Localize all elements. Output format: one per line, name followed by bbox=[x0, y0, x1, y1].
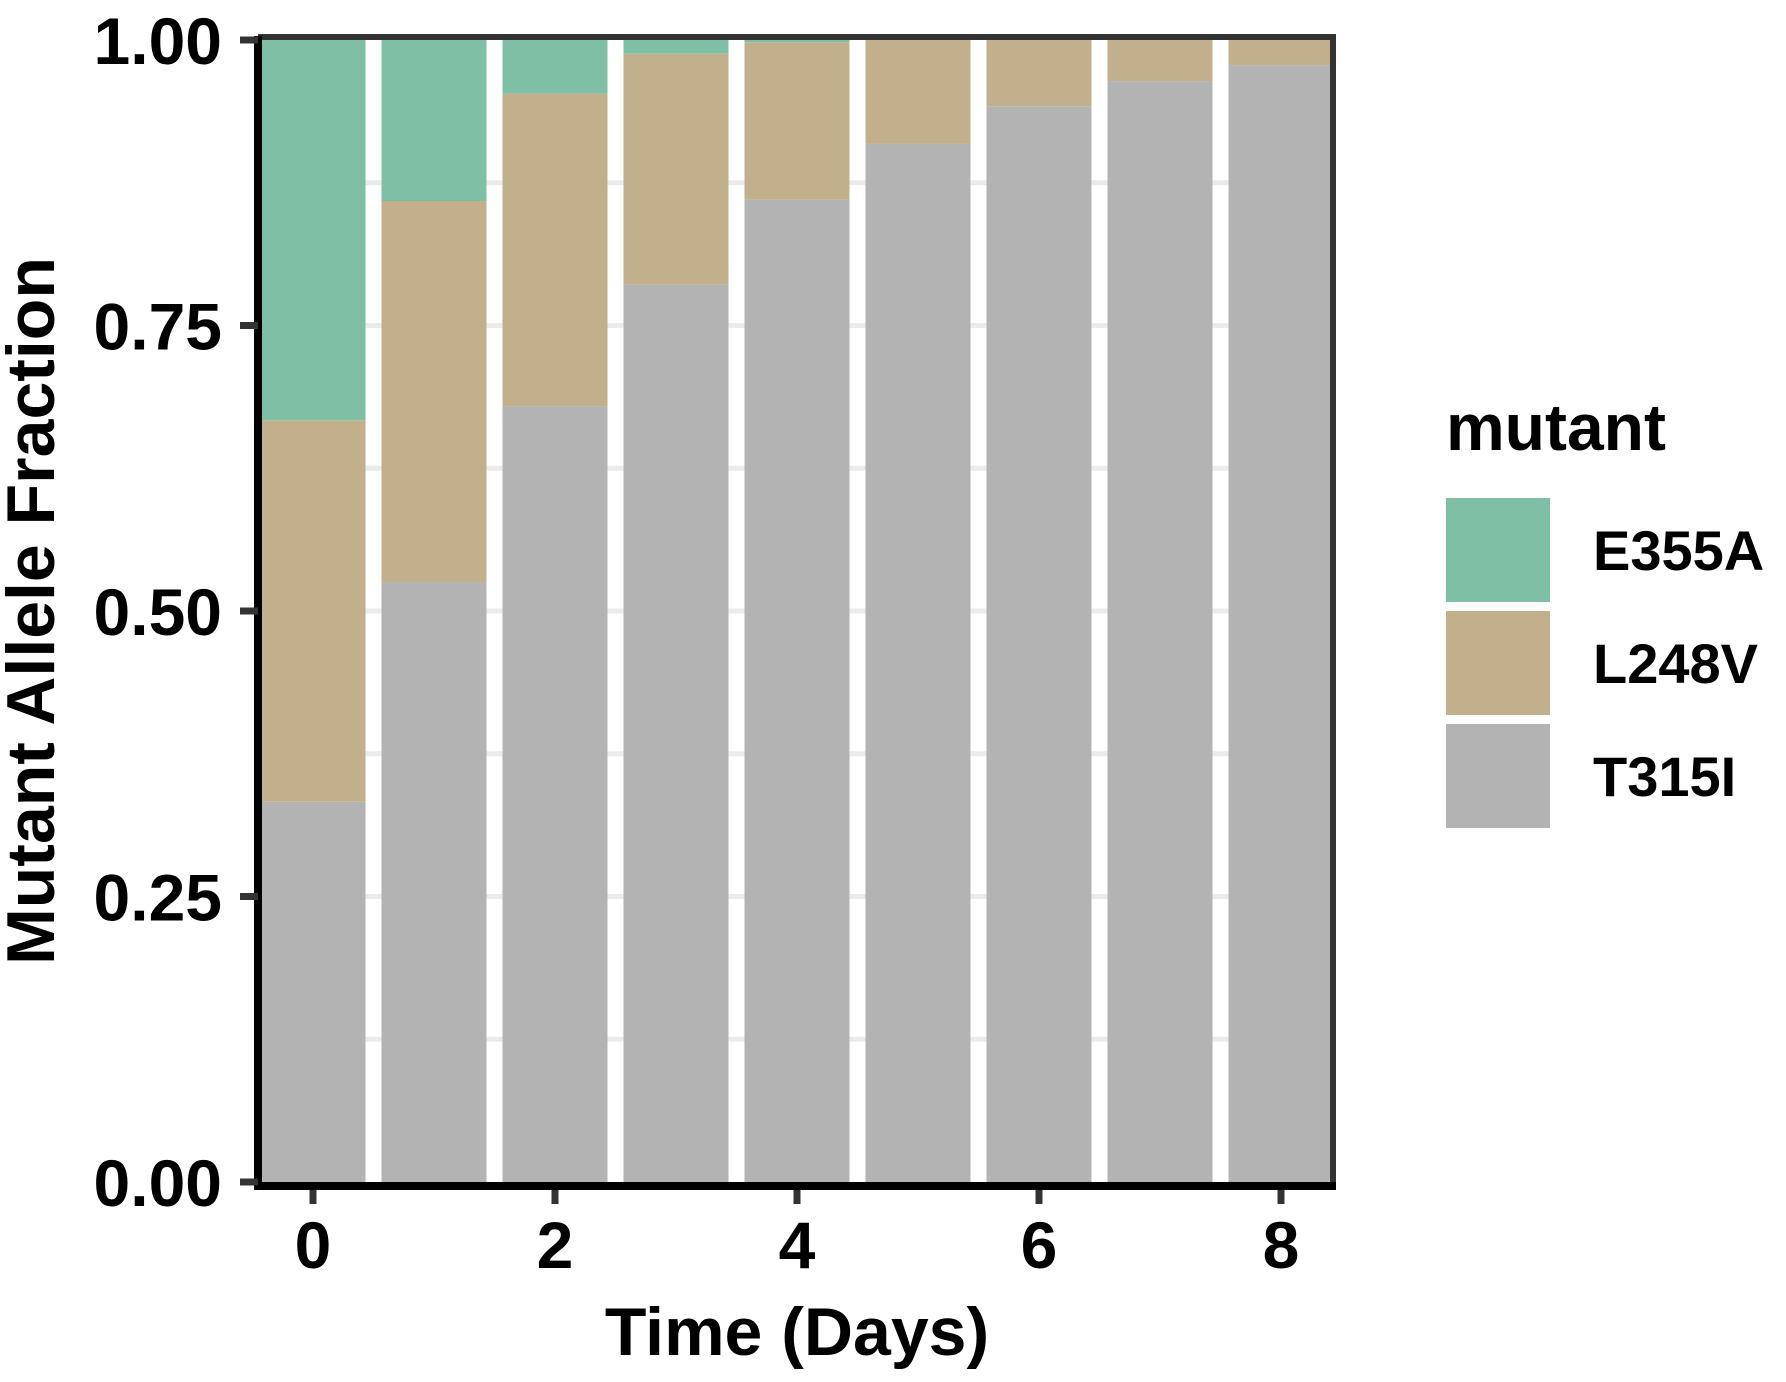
bar-segment-E355A bbox=[623, 40, 729, 54]
y-tick-label: 0.00 bbox=[94, 1146, 222, 1220]
legend-label: E355A bbox=[1593, 519, 1764, 582]
bar-segment-E355A bbox=[502, 40, 608, 94]
bar-segment-L248V bbox=[986, 40, 1092, 107]
bars bbox=[260, 40, 1334, 1183]
x-tick-label: 0 bbox=[295, 1208, 332, 1282]
x-tick-label: 2 bbox=[537, 1208, 574, 1282]
bar-stack-day-6 bbox=[986, 40, 1092, 1183]
y-axis-ticks: 0.00 0.25 0.50 0.75 1.00 bbox=[94, 4, 258, 1220]
x-axis-ticks: 0 2 4 6 8 bbox=[295, 1190, 1300, 1282]
bar-segment-L248V bbox=[865, 40, 971, 144]
bar-segment-E355A bbox=[260, 40, 366, 421]
bar-segment-L248V bbox=[1228, 40, 1334, 66]
bar-stack-day-5 bbox=[865, 40, 971, 1182]
bar-stack-day-8 bbox=[1228, 40, 1334, 1182]
bar-stack-day-0 bbox=[260, 40, 366, 1182]
y-tick-label: 0.25 bbox=[94, 861, 222, 935]
bar-segment-T315I bbox=[744, 199, 850, 1182]
x-tick-label: 6 bbox=[1021, 1208, 1058, 1282]
bar-segment-L248V bbox=[260, 420, 366, 802]
bar-segment-L248V bbox=[623, 53, 729, 285]
legend-item-T315I: T315I bbox=[1446, 724, 1736, 828]
bar-segment-T315I bbox=[381, 582, 487, 1182]
y-tick-label: 1.00 bbox=[94, 4, 222, 78]
legend-item-E355A: E355A bbox=[1446, 498, 1764, 602]
bar-segment-L248V bbox=[1107, 40, 1213, 82]
x-tick-label: 8 bbox=[1263, 1208, 1300, 1282]
y-axis-title: Mutant Allele Fraction bbox=[0, 257, 69, 965]
bar-segment-T315I bbox=[1107, 81, 1213, 1182]
bar-stack-day-1 bbox=[381, 40, 487, 1182]
bar-stack-day-4 bbox=[744, 40, 850, 1182]
bar-segment-T315I bbox=[986, 106, 1092, 1183]
legend-key-swatch bbox=[1446, 498, 1550, 602]
bar-segment-E355A bbox=[744, 40, 850, 43]
bar-segment-L248V bbox=[381, 201, 487, 583]
x-axis-title: Time (Days) bbox=[605, 1294, 989, 1370]
y-tick-label: 0.75 bbox=[94, 290, 222, 364]
bar-segment-T315I bbox=[623, 284, 729, 1182]
bar-stack-day-3 bbox=[623, 40, 729, 1182]
legend-title: mutant bbox=[1446, 390, 1666, 464]
legend: mutant E355A L248V T315I bbox=[1446, 390, 1764, 828]
legend-item-L248V: L248V bbox=[1446, 611, 1758, 715]
bar-segment-T315I bbox=[260, 801, 366, 1182]
legend-label: T315I bbox=[1593, 745, 1736, 808]
bar-segment-T315I bbox=[865, 143, 971, 1182]
bar-segment-T315I bbox=[502, 406, 608, 1182]
bar-segment-L248V bbox=[744, 42, 850, 200]
bar-stack-day-7 bbox=[1107, 40, 1213, 1182]
legend-key-swatch bbox=[1446, 724, 1550, 828]
bar-segment-L248V bbox=[502, 93, 608, 407]
legend-label: L248V bbox=[1593, 632, 1758, 695]
x-tick-label: 4 bbox=[779, 1208, 816, 1282]
legend-key-swatch bbox=[1446, 611, 1550, 715]
bar-segment-T315I bbox=[1228, 65, 1334, 1182]
bar-segment-E355A bbox=[381, 40, 487, 202]
y-tick-label: 0.50 bbox=[94, 575, 222, 649]
bar-stack-day-2 bbox=[502, 40, 608, 1182]
